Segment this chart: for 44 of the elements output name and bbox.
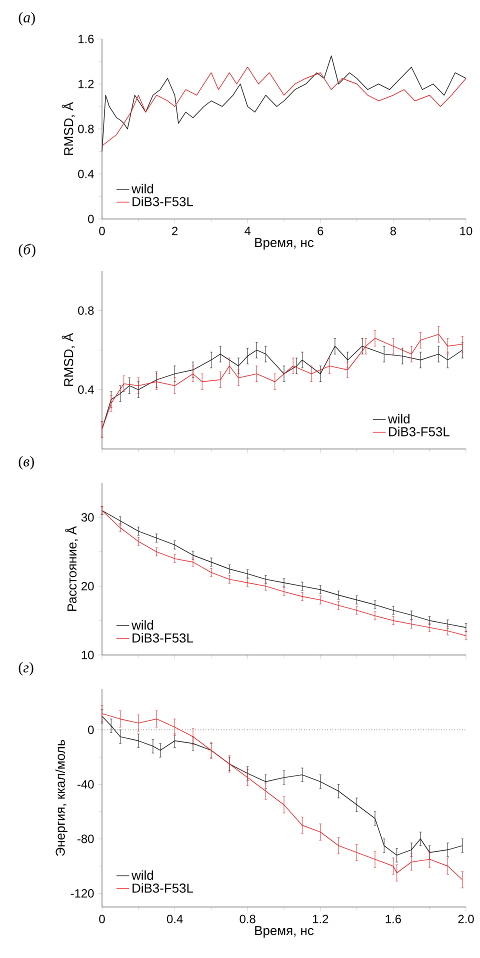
y-tick-label: -120 — [70, 889, 94, 898]
x-tick-label: 10 — [460, 226, 472, 236]
y-tick-label: 0.8 — [78, 306, 94, 315]
y-tick-label: 20 — [82, 582, 94, 590]
y-tick-label: 0 — [88, 726, 94, 734]
x-tick-label: 1.6 — [386, 914, 401, 924]
legend-label: wild — [388, 414, 410, 424]
x-tick-label: 0.4 — [166, 914, 183, 924]
legend-label: wild — [132, 870, 154, 880]
x-axis-title: Время, нс — [255, 238, 314, 250]
y-tick-label: 0.4 — [78, 385, 94, 394]
y-tick-label: 0.4 — [78, 170, 94, 178]
y-tick-label: 10 — [82, 650, 94, 660]
legend-label: DiB3-F53L — [132, 633, 194, 643]
x-tick-label: 0 — [99, 914, 105, 924]
legend-label: wild — [132, 184, 154, 194]
y-axis-title: RMSD, Å — [62, 102, 75, 155]
chart-title: (а) — [18, 12, 35, 26]
x-tick-label: 0 — [99, 226, 105, 236]
legend-label: DiB3-F53L — [389, 426, 450, 436]
y-axis-title: Расстояние, Å — [65, 526, 78, 611]
y-tick-label: -40 — [77, 780, 94, 789]
legend-label: DiB3-F53L — [132, 196, 194, 206]
x-tick-label: 8 — [390, 226, 396, 236]
y-tick-label: 1.6 — [78, 34, 94, 44]
y-tick-label: 1.2 — [78, 80, 94, 88]
x-tick-label: 1.2 — [313, 914, 328, 924]
x-tick-label: 2.0 — [458, 914, 474, 924]
chart-title: (г) — [18, 662, 34, 676]
legend-label: wild — [132, 620, 154, 630]
y-tick-label: 0 — [88, 214, 94, 224]
y-tick-label: 30 — [81, 513, 94, 522]
legend-label: DiB3-F53L — [132, 883, 194, 893]
y-tick-label: -80 — [77, 834, 94, 844]
y-tick-label: 0.8 — [78, 124, 94, 134]
y-axis-title: Энергия, ккал/моль — [55, 740, 68, 856]
x-tick-label: 4 — [244, 226, 251, 235]
x-axis-title: Время, нс — [255, 926, 314, 938]
y-axis-title: RMSD, Å — [62, 333, 75, 386]
x-tick-label: 2 — [172, 226, 178, 236]
chart-title: (б) — [18, 244, 36, 258]
chart-title: (в) — [18, 456, 34, 470]
x-tick-label: 6 — [318, 226, 324, 236]
x-tick-label: 0.8 — [240, 914, 256, 924]
